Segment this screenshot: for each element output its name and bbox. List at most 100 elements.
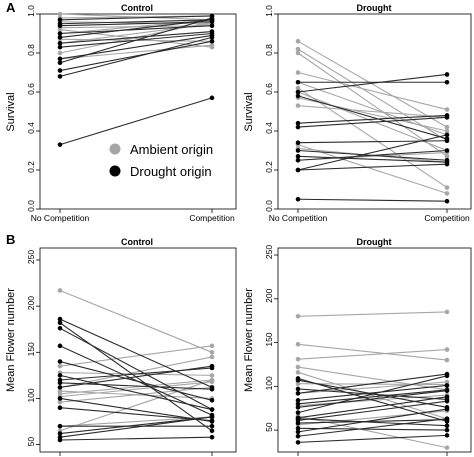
- x-tick-label: No Competition: [31, 213, 90, 223]
- data-point: [209, 414, 215, 420]
- series-line: [59, 356, 213, 388]
- data-point: [295, 79, 301, 85]
- data-point: [57, 373, 63, 378]
- series-line: [297, 384, 448, 401]
- data-point: [57, 40, 63, 46]
- series-line: [297, 373, 448, 394]
- data-point: [295, 386, 301, 392]
- data-point: [295, 120, 301, 126]
- data-point: [295, 429, 301, 435]
- data-point: [444, 128, 450, 134]
- legend-label-drought: Drought origin: [130, 164, 212, 179]
- x-tick-label: Competition: [189, 213, 235, 223]
- legend-label-ambient: Ambient origin: [130, 142, 213, 157]
- series-line: [59, 379, 213, 395]
- data-point: [444, 309, 450, 315]
- data-point: [295, 381, 301, 387]
- series-line: [59, 19, 213, 25]
- data-point: [295, 196, 301, 202]
- y-tick-label: 150: [264, 332, 274, 346]
- series-line: [59, 407, 213, 422]
- data-point: [295, 154, 301, 159]
- y-tick-label: 100: [264, 376, 274, 390]
- series-line: [297, 418, 448, 427]
- data-point: [209, 354, 215, 360]
- series-line: [297, 418, 448, 437]
- series-line: [59, 374, 213, 411]
- data-point: [57, 343, 63, 349]
- data-point: [295, 39, 301, 44]
- series-line: [59, 15, 213, 21]
- data-point: [444, 115, 450, 120]
- data-point: [209, 407, 215, 412]
- y-tick-label: 0.6: [26, 83, 36, 95]
- data-point: [295, 364, 301, 370]
- legend-marker-drought: [109, 165, 121, 177]
- data-point: [57, 31, 63, 36]
- data-point: [295, 426, 301, 431]
- data-point: [209, 95, 215, 101]
- data-point: [57, 385, 63, 390]
- data-point: [57, 142, 63, 147]
- data-point: [57, 396, 63, 401]
- data-point: [295, 148, 301, 153]
- y-tick-label: 0.4: [264, 122, 274, 134]
- series-line: [297, 366, 448, 391]
- data-point: [209, 418, 215, 423]
- series-line: [59, 40, 213, 72]
- series-line: [297, 73, 448, 93]
- data-point: [57, 35, 63, 40]
- series-line: [297, 343, 448, 361]
- data-point: [444, 433, 450, 438]
- series-line: [59, 386, 213, 403]
- series-line: [297, 400, 448, 422]
- data-point: [295, 433, 301, 439]
- data-point: [444, 388, 450, 394]
- series-line: [59, 36, 213, 77]
- data-point: [295, 167, 301, 173]
- series-line: [59, 289, 213, 353]
- series-line: [59, 25, 213, 35]
- data-point: [57, 437, 63, 443]
- data-point: [209, 343, 215, 349]
- data-point: [444, 394, 450, 400]
- series-line: [59, 361, 213, 401]
- data-point: [209, 35, 215, 40]
- y-tick-label: 0.0: [26, 200, 36, 212]
- data-point: [209, 386, 215, 392]
- data-point: [295, 398, 301, 403]
- y-tick-label: 200: [26, 296, 36, 310]
- data-point: [295, 370, 301, 375]
- x-tick-label: No Competition: [269, 213, 328, 223]
- series-line: [297, 134, 448, 171]
- data-point: [209, 42, 215, 48]
- legend-marker-ambient: [109, 143, 121, 155]
- data-point: [57, 423, 63, 429]
- data-point: [295, 401, 301, 407]
- series-line: [297, 81, 448, 136]
- data-point: [57, 380, 63, 386]
- data-point: [295, 377, 301, 383]
- data-point: [295, 410, 301, 415]
- series-line: [59, 21, 213, 25]
- series-line: [297, 149, 448, 161]
- data-point: [57, 431, 63, 436]
- series-line: [297, 116, 448, 128]
- series-line: [297, 371, 448, 420]
- data-point: [295, 342, 301, 347]
- y-tick-label: 250: [264, 245, 274, 259]
- chart-title: Drought: [357, 237, 392, 247]
- data-point: [57, 44, 63, 50]
- data-point: [295, 157, 301, 163]
- data-point: [209, 398, 215, 403]
- series-line: [59, 44, 213, 60]
- data-point: [209, 15, 215, 21]
- series-line: [59, 97, 213, 146]
- data-point: [57, 68, 63, 73]
- y-tick-label: 0.8: [264, 44, 274, 56]
- data-point: [209, 434, 215, 440]
- series-line: [297, 163, 448, 171]
- data-point: [57, 60, 63, 66]
- series-line: [297, 349, 448, 360]
